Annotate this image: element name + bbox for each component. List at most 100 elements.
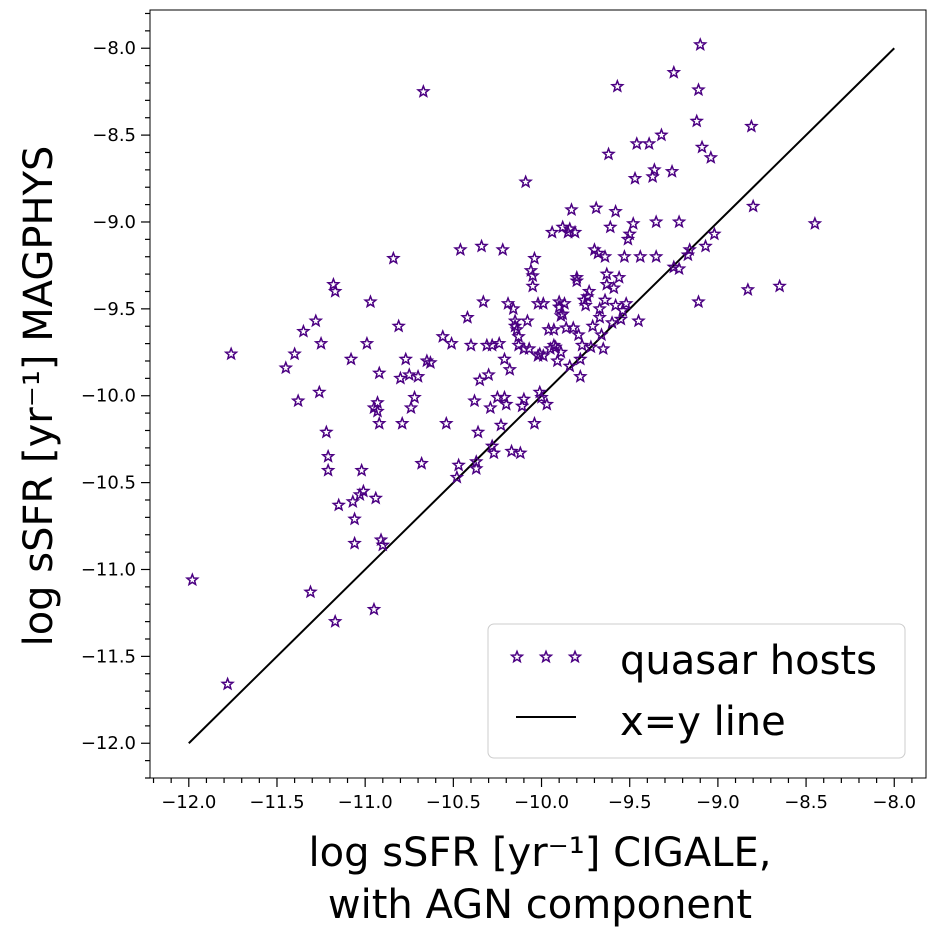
data-point-star bbox=[460, 309, 475, 324]
data-point-star bbox=[671, 214, 687, 229]
data-point-star bbox=[606, 280, 622, 295]
data-point-star bbox=[495, 242, 511, 256]
data-point-star bbox=[423, 355, 438, 369]
data-point-star bbox=[602, 219, 618, 234]
data-point-star bbox=[366, 601, 382, 616]
data-point-star bbox=[691, 294, 706, 309]
data-point-star bbox=[481, 367, 496, 382]
data-point-star bbox=[509, 322, 525, 336]
data-point-star bbox=[608, 203, 623, 218]
data-point-star bbox=[807, 216, 823, 230]
legend: quasar hosts x=y line bbox=[487, 623, 906, 759]
y-tick-label: −9.0 bbox=[92, 212, 136, 233]
y-tick-label: −12.0 bbox=[81, 733, 136, 754]
y-tick-label: −10.5 bbox=[81, 473, 136, 494]
data-point-star bbox=[574, 337, 590, 352]
data-point-star bbox=[527, 415, 542, 430]
data-point-star bbox=[551, 299, 567, 314]
data-point-star bbox=[467, 393, 482, 408]
data-point-star bbox=[745, 198, 761, 213]
x-tick-label: −12.0 bbox=[161, 792, 216, 813]
legend-star-markers bbox=[509, 649, 583, 664]
data-point-star bbox=[625, 216, 641, 230]
data-point-star bbox=[647, 162, 662, 177]
data-point-star bbox=[505, 301, 521, 316]
data-point-star bbox=[594, 327, 609, 342]
data-point-star bbox=[571, 327, 586, 342]
data-point-star bbox=[539, 396, 555, 411]
x-axis-label-line2: with AGN component bbox=[328, 882, 752, 928]
legend-star-icon bbox=[538, 649, 554, 664]
x-tick-label: −10.0 bbox=[514, 792, 569, 813]
legend-label-xy-line: x=y line bbox=[620, 699, 786, 745]
data-point-star bbox=[772, 278, 787, 293]
data-point-star bbox=[618, 295, 634, 310]
data-point-star bbox=[567, 224, 583, 239]
data-point-star bbox=[327, 613, 343, 628]
data-point-star bbox=[401, 367, 417, 382]
data-point-star bbox=[484, 438, 500, 453]
data-point-star bbox=[666, 64, 682, 79]
plot-area bbox=[185, 37, 895, 744]
data-point-star bbox=[313, 335, 329, 350]
data-point-star bbox=[468, 454, 484, 468]
data-point-star bbox=[470, 424, 486, 439]
data-point-star bbox=[544, 224, 560, 239]
data-point-star bbox=[599, 276, 615, 291]
data-point-star bbox=[525, 278, 541, 293]
data-point-star bbox=[386, 250, 401, 265]
data-point-star bbox=[744, 118, 759, 133]
data-point-star bbox=[220, 676, 235, 691]
data-point-star bbox=[491, 335, 507, 350]
data-point-star bbox=[453, 242, 468, 256]
data-point-star bbox=[327, 283, 343, 298]
x-tick-label: −10.5 bbox=[426, 792, 481, 813]
y-tick-label: −8.0 bbox=[92, 38, 136, 59]
data-point-star bbox=[546, 322, 562, 336]
data-point-star bbox=[569, 269, 585, 284]
data-point-star bbox=[359, 335, 375, 350]
y-tick-label: −10.0 bbox=[81, 386, 136, 407]
data-point-star bbox=[320, 462, 336, 477]
data-point-star bbox=[185, 572, 200, 587]
data-point-star bbox=[604, 315, 620, 329]
data-point-star bbox=[648, 214, 664, 229]
data-point-star bbox=[326, 276, 341, 291]
data-point-star bbox=[507, 313, 523, 328]
legend-star-icon bbox=[509, 649, 525, 664]
data-point-star bbox=[597, 292, 613, 307]
data-point-star bbox=[504, 443, 519, 458]
data-point-star bbox=[553, 344, 569, 359]
data-point-star bbox=[502, 361, 518, 376]
data-point-star bbox=[617, 249, 632, 263]
data-point-star bbox=[610, 78, 625, 93]
data-point-star bbox=[595, 341, 611, 356]
data-point-star bbox=[347, 535, 362, 550]
data-point-star bbox=[569, 273, 585, 288]
data-point-star bbox=[698, 238, 713, 253]
data-point-star bbox=[472, 372, 488, 387]
data-point-star bbox=[278, 360, 294, 375]
data-point-star bbox=[449, 469, 465, 484]
data-point-star bbox=[398, 351, 414, 366]
data-point-star bbox=[590, 245, 606, 260]
data-point-star bbox=[354, 462, 369, 477]
data-point-star bbox=[370, 403, 385, 418]
data-point-star bbox=[521, 341, 537, 356]
data-point-star bbox=[371, 415, 387, 430]
data-point-star bbox=[287, 346, 302, 361]
y-tick-label: −11.5 bbox=[81, 646, 136, 667]
data-point-star bbox=[407, 389, 422, 404]
data-point-star bbox=[394, 415, 410, 430]
axes-frame bbox=[149, 9, 927, 779]
data-point-star bbox=[303, 584, 318, 599]
y-axis-label: log sSFR [yr⁻¹] MAGPHYS bbox=[16, 146, 62, 647]
data-point-star bbox=[645, 169, 660, 184]
data-point-star bbox=[319, 424, 334, 439]
data-point-star bbox=[557, 295, 572, 310]
data-point-star bbox=[308, 313, 324, 328]
data-point-star bbox=[707, 226, 722, 241]
data-point-star bbox=[514, 398, 530, 413]
data-point-star bbox=[507, 318, 523, 333]
